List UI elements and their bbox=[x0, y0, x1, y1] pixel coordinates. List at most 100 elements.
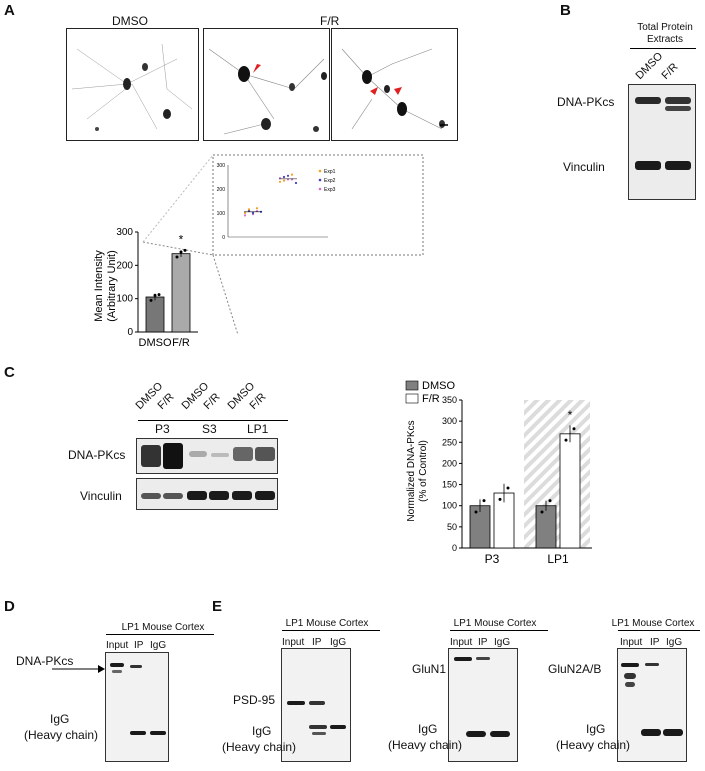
panel-d-lane-input: Input bbox=[106, 640, 129, 651]
panel-c-ytick: 0 bbox=[452, 543, 457, 553]
legend-dmso: DMSO bbox=[422, 380, 455, 392]
panel-c-row-dnapkcs: DNA-PKcs bbox=[68, 448, 126, 462]
panel-c-ytick: 100 bbox=[442, 501, 457, 511]
dmso-image-label: DMSO bbox=[112, 14, 148, 28]
panel-a-point bbox=[149, 298, 153, 302]
panel-d-lane-igg: IgG bbox=[150, 640, 167, 651]
panel-e1-blot bbox=[281, 648, 351, 762]
panel-e1-target: PSD-95 bbox=[233, 693, 276, 707]
panel-b-blot bbox=[628, 84, 696, 200]
panel-c-point bbox=[572, 427, 576, 431]
panel-b-lane-dmso: DMSO bbox=[633, 50, 666, 82]
panel-b-letter: B bbox=[560, 2, 571, 19]
panel-e2-lane-igg: IgG bbox=[494, 637, 511, 648]
panel-c-blot-dnapkcs bbox=[136, 438, 278, 474]
panel-c-point bbox=[564, 438, 568, 442]
panel-c-group-p3: P3 bbox=[155, 422, 170, 436]
panel-e3-igg-1: IgG bbox=[586, 722, 606, 736]
inset-legend-item: Exp1 bbox=[324, 169, 336, 175]
panel-c-bar bbox=[559, 433, 581, 549]
panel-a-letter: A bbox=[4, 2, 15, 19]
panel-c-group-s3: S3 bbox=[202, 422, 217, 436]
inset-point bbox=[290, 173, 294, 176]
inset-point bbox=[251, 211, 255, 215]
panel-c-blot-vinculin bbox=[136, 478, 278, 510]
inset-box bbox=[212, 154, 424, 256]
panel-d-target: DNA-PKcs bbox=[16, 654, 74, 668]
panel-c-row-vinculin: Vinculin bbox=[80, 489, 122, 503]
legend-fr: F/R bbox=[422, 393, 440, 405]
panel-e1-lane-ip: IP bbox=[312, 637, 322, 648]
inset-ytick: 200 bbox=[217, 187, 226, 193]
panel-c-significance: * bbox=[568, 408, 573, 422]
panel-c-ytick: 250 bbox=[442, 437, 457, 447]
panel-c-point bbox=[474, 510, 478, 514]
panel-c-xtick: LP1 bbox=[547, 552, 569, 566]
panel-d-blot bbox=[105, 652, 169, 762]
inset-point bbox=[243, 214, 247, 217]
panel-e3-igg-2: (Heavy chain) bbox=[556, 738, 631, 752]
panel-c-bar bbox=[535, 505, 557, 549]
panel-e3-blot bbox=[617, 648, 687, 762]
panel-c-ytick: 350 bbox=[442, 395, 457, 405]
panel-c-ylabel-2: (% of Control) bbox=[418, 440, 429, 502]
panel-b-row-vinculin: Vinculin bbox=[563, 160, 605, 174]
panel-e1-igg-2: (Heavy chain) bbox=[222, 740, 297, 754]
panel-c-point bbox=[548, 499, 552, 503]
panel-d-lane-ip: IP bbox=[134, 640, 144, 651]
panel-e1-lane-igg: IgG bbox=[330, 637, 347, 648]
panel-e3-lane-ip: IP bbox=[650, 637, 660, 648]
inset-point bbox=[255, 207, 259, 210]
panel-b-header-2: Extracts bbox=[646, 34, 684, 45]
panel-a-point bbox=[153, 293, 157, 297]
panel-a-xtick: DMSO bbox=[139, 337, 172, 349]
panel-a-point bbox=[183, 248, 187, 252]
inset-ytick: 300 bbox=[217, 163, 226, 169]
inset-point bbox=[282, 179, 286, 182]
panel-e2-lane-ip: IP bbox=[478, 637, 488, 648]
panel-a-bar bbox=[145, 296, 165, 333]
panel-c-ytick: 150 bbox=[442, 480, 457, 490]
inset-point bbox=[243, 211, 247, 215]
inset-point bbox=[282, 175, 286, 179]
panel-c-letter: C bbox=[4, 364, 15, 381]
panel-a-point bbox=[175, 255, 179, 259]
panel-a-ytick: 200 bbox=[116, 260, 133, 271]
panel-c-ytick: 200 bbox=[442, 458, 457, 468]
inset-legend-item: Exp2 bbox=[324, 178, 336, 184]
panel-a-xtick: F/R bbox=[172, 337, 190, 349]
panel-d-igg-2: (Heavy chain) bbox=[24, 728, 99, 742]
panel-e2-lane-input: Input bbox=[450, 637, 473, 648]
inset-legend-item: Exp3 bbox=[324, 187, 336, 193]
arrow-right-icon bbox=[52, 665, 105, 673]
panel-e2-igg-2: (Heavy chain) bbox=[388, 738, 463, 752]
panel-a-ytick: 100 bbox=[116, 294, 133, 305]
fr-image-label: F/R bbox=[320, 14, 340, 28]
legend-swatch-dmso bbox=[405, 380, 419, 391]
panel-c-ylabel-1: Normalized DNA-PKcs bbox=[406, 420, 417, 521]
panel-a-point bbox=[179, 250, 183, 254]
panel-d-igg-1: IgG bbox=[50, 712, 70, 726]
panel-a-significance: * bbox=[179, 233, 184, 247]
panel-a-chart: 0 100 200 300 Exp1 Exp2 Exp3 Mean Intensity (… bbox=[93, 154, 424, 349]
panel-e2-blot bbox=[448, 648, 518, 762]
panel-a-bar bbox=[171, 253, 191, 333]
panel-c-chart: DMSO F/R Normalized DNA-PKcs (% of Contr… bbox=[405, 380, 592, 566]
panel-c-point bbox=[498, 497, 502, 501]
panel-c-xtick: P3 bbox=[485, 552, 500, 566]
panel-e1-lane-input: Input bbox=[282, 637, 305, 648]
panel-c-point bbox=[506, 486, 510, 490]
panel-e1-igg-1: IgG bbox=[252, 724, 272, 738]
red-arrow-icon bbox=[253, 64, 261, 73]
panel-c-group-lp1: LP1 bbox=[247, 422, 269, 436]
red-arrowhead-icon bbox=[370, 87, 378, 95]
panel-e1-header: LP1 Mouse Cortex bbox=[285, 618, 369, 629]
inset-ytick: 100 bbox=[217, 211, 226, 217]
panel-e3-lane-input: Input bbox=[620, 637, 643, 648]
fr-micrograph-1 bbox=[203, 28, 330, 141]
panel-a-ylabel-2: (Arbitrary Unit) bbox=[106, 250, 118, 322]
inset-point bbox=[294, 181, 298, 185]
panel-d-letter: D bbox=[4, 598, 15, 615]
red-arrowhead-icon bbox=[394, 87, 402, 95]
panel-b-header-1: Total Protein bbox=[637, 22, 693, 33]
